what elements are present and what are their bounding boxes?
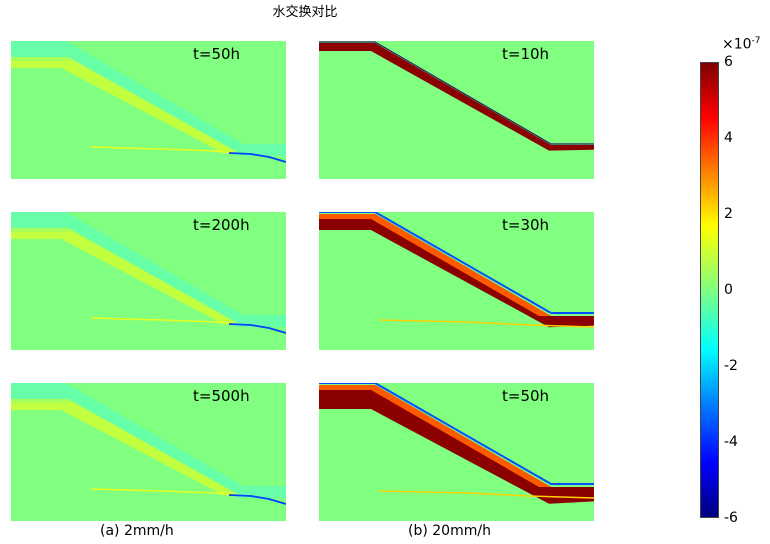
colorbar-tick-6: 6 [724, 54, 733, 70]
panel-a-2 [11, 212, 286, 350]
interface-line [90, 317, 232, 325]
wetting-edge [11, 399, 71, 403]
front-gradient [319, 385, 551, 487]
surface-line [319, 383, 594, 485]
base-soil [319, 212, 594, 350]
colorbar-tick-m6: -6 [724, 510, 738, 526]
embankment-field [319, 41, 594, 179]
time-label-a-2: t=200h [193, 216, 250, 234]
time-label-b-1: t=10h [502, 45, 550, 63]
panel-b-2 [319, 212, 594, 350]
interface-line [378, 490, 594, 499]
interface-line [90, 488, 232, 496]
embankment-field [11, 383, 286, 521]
drain-line [228, 494, 286, 505]
time-label-a-1: t=50h [193, 45, 241, 63]
interface-line [90, 146, 232, 154]
embankment-field [11, 212, 286, 350]
panel-a-3 [11, 383, 286, 521]
interface-line [378, 319, 594, 328]
wetting-band [11, 399, 239, 495]
drain-line [228, 152, 286, 163]
wetting-band [11, 57, 239, 153]
time-label-b-3: t=50h [502, 387, 550, 405]
base-soil [11, 57, 286, 179]
base-soil [11, 228, 286, 350]
surface-line [319, 41, 594, 145]
embankment-field [319, 212, 594, 350]
wetting-band [11, 228, 239, 324]
front-gradient [319, 214, 551, 316]
wetting-edge [11, 57, 71, 61]
surface-line [319, 212, 594, 314]
caption-b: (b) 20mm/h [408, 523, 491, 539]
colorbar-tick-m2: -2 [724, 358, 738, 374]
drain-line [228, 323, 286, 334]
time-label-a-3: t=500h [193, 387, 250, 405]
base-soil [11, 399, 286, 521]
colorbar-exponent: ×10-7 [722, 36, 761, 53]
panel-b-3 [319, 383, 594, 521]
time-label-b-2: t=30h [502, 216, 550, 234]
caption-a: (a) 2mm/h [100, 523, 174, 539]
colorbar-tick-4: 4 [724, 130, 733, 146]
base-soil [319, 41, 594, 179]
panel-a-1 [11, 41, 286, 179]
colorbar [700, 62, 719, 518]
embankment-field [11, 41, 286, 179]
colorbar-tick-0: 0 [724, 282, 733, 298]
chart-title: 水交换对比 [272, 5, 338, 20]
wetting-edge [11, 228, 71, 232]
colorbar-tick-2: 2 [724, 206, 733, 222]
panel-b-1 [319, 41, 594, 179]
colorbar-tick-m4: -4 [724, 434, 738, 450]
infiltration-front [319, 214, 594, 328]
infiltration-front [319, 43, 594, 151]
embankment-field [319, 383, 594, 521]
